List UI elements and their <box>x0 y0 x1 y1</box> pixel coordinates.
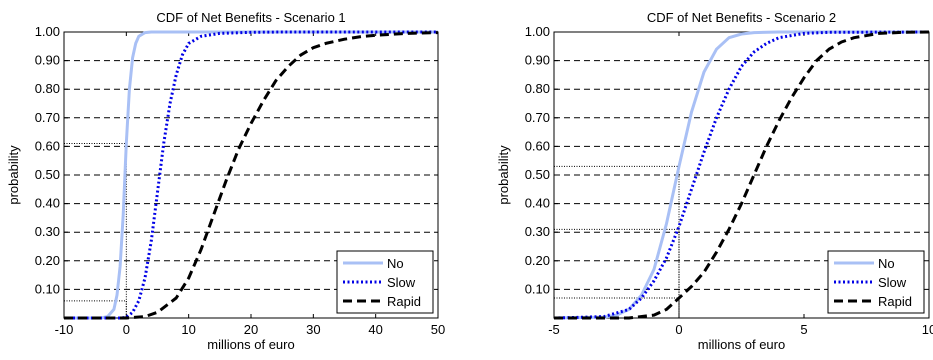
legend-label-rapid: Rapid <box>878 294 912 309</box>
y-tick-label: 0.50 <box>525 167 550 182</box>
reference-line <box>64 300 127 318</box>
y-tick-label: 1.00 <box>35 24 60 39</box>
reference-line <box>64 143 127 318</box>
y-tick-label: 0.40 <box>525 196 550 211</box>
legend-label-slow: Slow <box>878 275 907 290</box>
y-tick-label: 0.20 <box>35 253 60 268</box>
y-tick-label: 0.80 <box>525 81 550 96</box>
y-tick-label: 0.10 <box>525 281 550 296</box>
x-axis-label: millions of euro <box>698 337 785 352</box>
y-tick-label: 0.70 <box>35 110 60 125</box>
y-tick-label: 0.90 <box>35 53 60 68</box>
y-tick-label: 0.60 <box>35 138 60 153</box>
series-line-rapid <box>64 31 439 320</box>
chart-title: CDF of Net Benefits - Scenario 2 <box>647 10 836 25</box>
x-tick-label: 50 <box>431 322 445 337</box>
chart-title: CDF of Net Benefits - Scenario 1 <box>156 10 345 25</box>
y-tick-label: 0.70 <box>525 110 550 125</box>
x-tick-label: -5 <box>548 322 560 337</box>
x-tick-label: 10 <box>181 322 195 337</box>
legend-label-slow: Slow <box>387 275 416 290</box>
x-axis-label: millions of euro <box>207 337 294 352</box>
series-line-slow <box>64 30 438 320</box>
legend-label-rapid: Rapid <box>387 294 421 309</box>
y-axis-label: probability <box>496 145 511 205</box>
y-tick-label: 0.30 <box>525 224 550 239</box>
y-tick-label: 0.20 <box>525 253 550 268</box>
y-tick-label: 0.40 <box>35 196 60 211</box>
y-tick-label: 0.10 <box>35 281 60 296</box>
x-tick-label: -10 <box>55 322 74 337</box>
legend-label-no: No <box>878 256 895 271</box>
y-tick-label: 0.30 <box>35 224 60 239</box>
x-tick-label: 40 <box>368 322 382 337</box>
y-tick-label: 0.50 <box>35 167 60 182</box>
x-tick-label: 10 <box>922 322 933 337</box>
legend-label-no: No <box>387 256 404 271</box>
x-tick-label: 0 <box>123 322 130 337</box>
x-tick-label: 30 <box>306 322 320 337</box>
x-tick-label: 0 <box>675 322 682 337</box>
x-tick-label: 5 <box>800 322 807 337</box>
y-tick-label: 0.60 <box>525 138 550 153</box>
series-line-slow <box>553 30 930 320</box>
x-tick-label: 20 <box>244 322 258 337</box>
y-tick-label: 0.90 <box>525 53 550 68</box>
y-tick-label: 1.00 <box>525 24 550 39</box>
series-line-no <box>64 30 438 320</box>
y-axis-label: probability <box>6 145 21 205</box>
y-tick-label: 0.80 <box>35 81 60 96</box>
